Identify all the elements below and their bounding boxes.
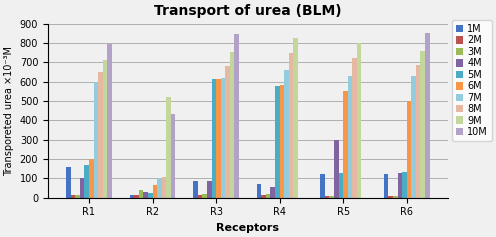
Bar	[225, 66, 230, 198]
Bar	[84, 165, 89, 198]
Bar	[334, 140, 339, 198]
Bar	[407, 101, 411, 198]
Bar	[143, 192, 148, 198]
Bar	[157, 178, 162, 198]
Bar	[193, 181, 198, 198]
Title: Transport of urea (BLM): Transport of urea (BLM)	[154, 4, 342, 18]
Bar	[98, 72, 103, 198]
Bar	[348, 76, 352, 198]
Bar	[393, 196, 398, 198]
Bar	[280, 85, 284, 198]
Bar	[166, 97, 171, 198]
Bar	[329, 196, 334, 198]
Bar	[384, 174, 388, 198]
Bar	[221, 78, 225, 198]
Bar	[148, 193, 153, 198]
Bar	[270, 187, 275, 198]
Bar	[216, 79, 221, 198]
Bar	[325, 196, 329, 198]
Bar	[388, 196, 393, 198]
Bar	[284, 70, 289, 198]
Bar	[207, 181, 211, 198]
Bar	[94, 82, 98, 198]
Bar	[411, 76, 416, 198]
Bar	[129, 195, 134, 198]
Bar	[289, 54, 293, 198]
Bar	[134, 195, 139, 198]
Bar	[103, 60, 107, 198]
Bar	[266, 194, 270, 198]
Bar	[293, 38, 298, 198]
Bar	[198, 195, 202, 198]
Bar	[235, 34, 239, 198]
Bar	[171, 114, 176, 198]
Legend: 1M, 2M, 3M, 4M, 5M, 6M, 7M, 8M, 9M, 10M: 1M, 2M, 3M, 4M, 5M, 6M, 7M, 8M, 9M, 10M	[452, 20, 492, 141]
Bar	[339, 173, 343, 198]
Bar	[421, 50, 425, 198]
Bar	[402, 172, 407, 198]
Bar	[107, 44, 112, 198]
Y-axis label: Transporeted urea ×10⁻³M: Transporeted urea ×10⁻³M	[4, 46, 14, 176]
X-axis label: Receptors: Receptors	[216, 223, 279, 233]
Bar	[343, 91, 348, 198]
Bar	[261, 195, 266, 198]
Bar	[211, 79, 216, 198]
Bar	[202, 194, 207, 198]
Bar	[71, 195, 75, 198]
Bar	[275, 86, 280, 198]
Bar	[89, 159, 94, 198]
Bar	[357, 43, 362, 198]
Bar	[153, 185, 157, 198]
Bar	[230, 51, 235, 198]
Bar	[80, 178, 84, 198]
Bar	[425, 33, 430, 198]
Bar	[75, 195, 80, 198]
Bar	[139, 190, 143, 198]
Bar	[416, 65, 421, 198]
Bar	[162, 177, 166, 198]
Bar	[398, 173, 402, 198]
Bar	[320, 174, 325, 198]
Bar	[352, 58, 357, 198]
Bar	[257, 184, 261, 198]
Bar	[66, 167, 71, 198]
